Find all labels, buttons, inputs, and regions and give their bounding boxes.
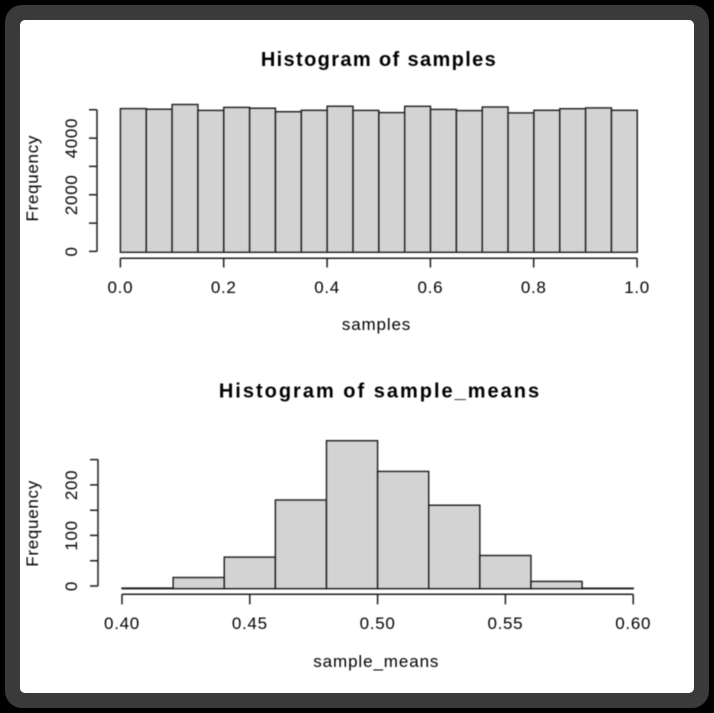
svg-text:Histogram of sample_means: Histogram of sample_means — [219, 381, 541, 403]
svg-text:0.4: 0.4 — [314, 278, 340, 297]
svg-text:0.2: 0.2 — [211, 278, 237, 297]
svg-text:100: 100 — [62, 520, 81, 550]
svg-text:0: 0 — [62, 581, 81, 591]
svg-text:Frequency: Frequency — [23, 480, 42, 567]
svg-text:Histogram of samples: Histogram of samples — [261, 49, 497, 71]
svg-text:Frequency: Frequency — [23, 135, 42, 222]
svg-text:4000: 4000 — [62, 118, 81, 159]
svg-text:200: 200 — [62, 470, 81, 500]
svg-text:0.50: 0.50 — [360, 614, 396, 633]
svg-text:0.55: 0.55 — [487, 614, 523, 633]
svg-text:0: 0 — [62, 246, 81, 256]
svg-text:0.45: 0.45 — [232, 614, 268, 633]
svg-text:0.6: 0.6 — [418, 278, 444, 297]
svg-text:0.40: 0.40 — [104, 614, 140, 633]
svg-text:sample_means: sample_means — [313, 652, 439, 671]
svg-text:samples: samples — [342, 315, 411, 334]
svg-text:1.0: 1.0 — [624, 278, 650, 297]
svg-text:0.8: 0.8 — [521, 278, 547, 297]
svg-text:0.60: 0.60 — [615, 614, 651, 633]
svg-text:2000: 2000 — [62, 174, 81, 215]
svg-text:0.0: 0.0 — [108, 278, 134, 297]
